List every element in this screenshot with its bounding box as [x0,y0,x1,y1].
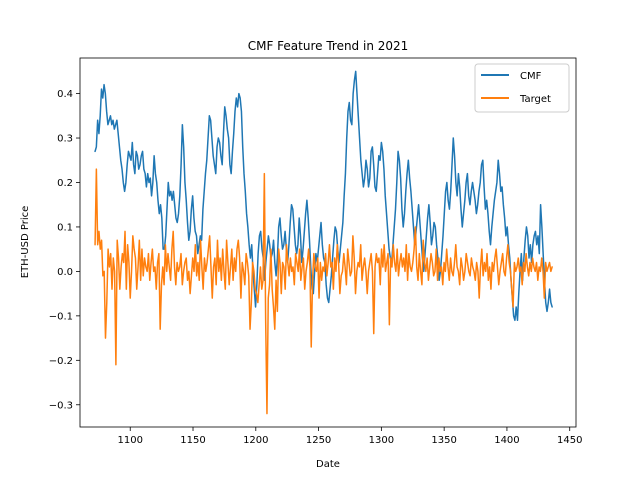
y-tick-label: −0.2 [49,356,73,367]
y-axis: −0.3 −0.2 −0.1 0.0 0.1 0.2 0.3 0.4 [49,89,80,411]
legend-label-target: Target [519,94,551,105]
x-tick-label: 1200 [243,435,268,446]
y-tick-label: 0.3 [57,134,73,145]
series-line-target [94,168,553,415]
axes-frame [79,57,577,428]
x-tick-label: 1400 [494,435,519,446]
y-tick-label: 0.1 [57,222,73,233]
x-tick-label: 1150 [180,435,205,446]
x-tick-label: 1350 [431,435,456,446]
series-line-cmf [94,70,553,322]
x-axis: 1100 1150 1200 1250 1300 1350 1400 1450 [118,427,582,446]
y-tick-label: 0.2 [57,178,73,189]
chart-title: CMF Feature Trend in 2021 [248,39,409,53]
y-axis-label: ETH-USD Price [20,206,31,279]
legend: CMF Target [474,63,570,113]
y-tick-label: 0.0 [57,267,73,278]
x-tick-label: 1300 [369,435,394,446]
legend-label-cmf: CMF [520,71,542,82]
y-tick-label: 0.4 [57,89,73,100]
y-tick-label: −0.1 [49,311,73,322]
x-tick-label: 1100 [118,435,143,446]
x-axis-label: Date [316,459,340,470]
x-tick-label: 1250 [306,435,331,446]
y-tick-label: −0.3 [49,400,73,411]
x-tick-label: 1450 [557,435,582,446]
plot-area [94,70,553,415]
